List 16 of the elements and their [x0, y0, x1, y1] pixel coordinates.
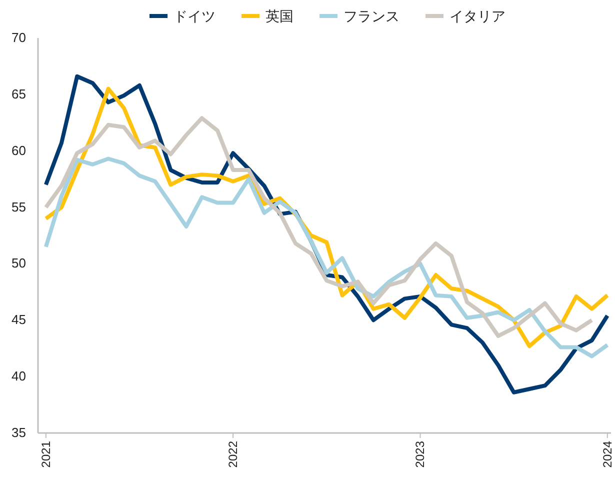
- y-tick-label: 60: [12, 142, 26, 158]
- legend-label: フランス: [344, 8, 400, 24]
- y-tick-label: 40: [12, 368, 26, 384]
- legend-label: イタリア: [450, 8, 506, 24]
- y-tick-label: 35: [12, 425, 26, 440]
- x-tick-label: 2021: [38, 440, 53, 468]
- y-tick-label: 45: [12, 312, 26, 328]
- x-tick-label: 2023: [413, 440, 428, 468]
- y-tick-label: 55: [12, 199, 26, 214]
- y-tick-label: 65: [12, 86, 26, 102]
- x-tick-label: 2022: [226, 440, 240, 468]
- legend-label: 英国: [266, 8, 294, 24]
- y-tick-label: 50: [12, 256, 26, 271]
- y-tick-label: 70: [12, 30, 26, 45]
- legend-label: ドイツ: [174, 8, 216, 24]
- x-tick-label: 2024: [600, 440, 614, 468]
